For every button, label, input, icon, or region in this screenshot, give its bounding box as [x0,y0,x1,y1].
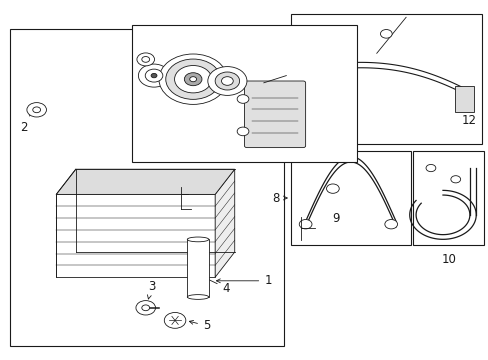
Text: 3: 3 [147,280,155,299]
Text: 11: 11 [264,66,286,79]
Text: 12: 12 [461,114,476,127]
Circle shape [151,73,157,78]
Circle shape [145,69,163,82]
Bar [10,29,283,346]
Circle shape [342,46,353,55]
Circle shape [299,220,311,229]
Ellipse shape [187,237,208,242]
Circle shape [189,77,196,82]
Circle shape [164,312,185,328]
Ellipse shape [187,294,208,300]
Bar [187,239,208,297]
FancyBboxPatch shape [244,81,305,148]
Polygon shape [215,169,234,277]
Circle shape [33,107,41,113]
Circle shape [237,95,248,103]
Circle shape [237,127,248,136]
Circle shape [137,53,154,66]
Circle shape [215,72,239,90]
Circle shape [380,30,391,38]
Circle shape [159,54,227,104]
Polygon shape [56,194,215,277]
Circle shape [450,176,460,183]
Text: 7: 7 [179,110,189,159]
Text: 10: 10 [440,253,455,266]
Circle shape [326,184,339,193]
Text: 9: 9 [332,212,340,225]
Bar [132,25,356,162]
Bar [290,151,410,245]
Text: 1: 1 [216,274,271,287]
Circle shape [455,94,467,103]
Text: 6: 6 [273,116,302,134]
Circle shape [136,301,155,315]
Circle shape [425,165,435,172]
Circle shape [27,103,46,117]
Text: 5: 5 [189,319,210,332]
Circle shape [142,57,149,62]
Bar [290,14,481,144]
Circle shape [221,77,233,85]
Circle shape [207,67,246,95]
Circle shape [138,64,169,87]
Text: 4: 4 [188,270,229,294]
Circle shape [304,55,316,64]
Text: 2: 2 [20,105,35,134]
Circle shape [142,305,149,311]
Bar [454,86,473,112]
Circle shape [384,220,397,229]
Circle shape [184,73,202,86]
Polygon shape [56,169,234,194]
Text: 8: 8 [272,192,286,204]
Circle shape [174,66,211,93]
Circle shape [165,59,220,99]
Bar [412,151,483,245]
